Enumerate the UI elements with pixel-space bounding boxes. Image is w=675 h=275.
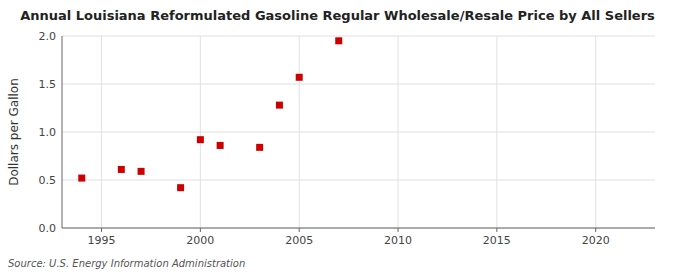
x-tick-label: 2010 bbox=[384, 234, 412, 247]
x-tick bbox=[398, 228, 399, 232]
point bbox=[256, 144, 263, 151]
x-tick bbox=[200, 228, 201, 232]
axes: 0.0 0.5 1.0 1.5 2.0 1995 2000 2005 2010 2015 2020 bbox=[39, 30, 656, 247]
grid-line-y bbox=[62, 84, 655, 85]
grid bbox=[62, 36, 655, 228]
chart-container: Annual Louisiana Reformulated Gasoline R… bbox=[0, 0, 675, 275]
y-axis-label: Dollars per Gallon bbox=[7, 78, 21, 186]
grid-line-x bbox=[200, 36, 201, 228]
grid-line-y bbox=[62, 132, 655, 133]
x-tick-label: 2020 bbox=[582, 234, 610, 247]
y-tick-label: 0.0 bbox=[39, 222, 57, 235]
point bbox=[78, 175, 85, 182]
point bbox=[138, 168, 145, 175]
grid-line-y bbox=[62, 36, 655, 37]
x-tick-label: 1995 bbox=[88, 234, 116, 247]
point bbox=[197, 136, 204, 143]
grid-line-y bbox=[62, 228, 655, 229]
grid-line-x bbox=[595, 36, 596, 228]
points bbox=[78, 37, 342, 191]
x-tick-label: 2005 bbox=[285, 234, 313, 247]
point bbox=[177, 184, 184, 191]
x-tick bbox=[595, 228, 596, 232]
y-tick-label: 1.5 bbox=[39, 78, 57, 91]
x-tick-label: 2000 bbox=[186, 234, 214, 247]
x-tick bbox=[299, 228, 300, 232]
x-tick-label: 2015 bbox=[483, 234, 511, 247]
x-tick bbox=[101, 228, 102, 232]
y-tick-label: 0.5 bbox=[39, 174, 57, 187]
title: Annual Louisiana Reformulated Gasoline R… bbox=[20, 8, 655, 23]
grid-line-y bbox=[62, 180, 655, 181]
annotation: Source: U.S. Energy Information Administ… bbox=[8, 258, 245, 269]
point bbox=[335, 37, 342, 44]
point bbox=[217, 142, 224, 149]
point bbox=[296, 74, 303, 81]
x-tick bbox=[496, 228, 497, 232]
x-axis-line bbox=[62, 228, 655, 229]
grid-line-x bbox=[496, 36, 497, 228]
point bbox=[276, 102, 283, 109]
y-tick-label: 1.0 bbox=[39, 126, 57, 139]
chart: Annual Louisiana Reformulated Gasoline R… bbox=[0, 0, 675, 275]
grid-line-x bbox=[101, 36, 102, 228]
grid-line-x bbox=[299, 36, 300, 228]
point bbox=[118, 166, 125, 173]
y-axis-line bbox=[62, 36, 63, 228]
y-tick-label: 2.0 bbox=[39, 30, 57, 43]
grid-line-x bbox=[398, 36, 399, 228]
